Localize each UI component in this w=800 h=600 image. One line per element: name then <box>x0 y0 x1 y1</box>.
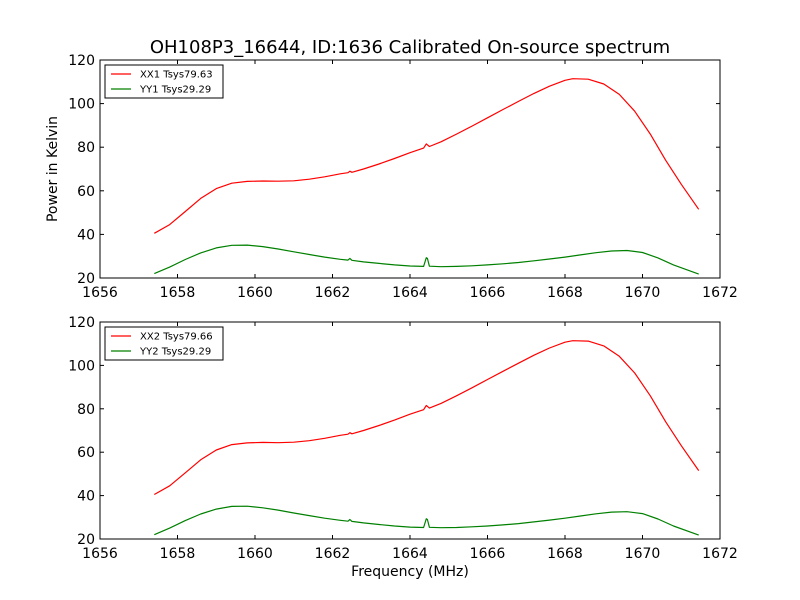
series-line-xx <box>154 340 700 496</box>
y-tick-label: 100 <box>68 358 95 374</box>
y-tick-label: 120 <box>68 315 95 331</box>
series-line-xx <box>154 78 700 234</box>
x-tick-label: 1672 <box>702 546 738 562</box>
bottom-panel: 1656 1658 1660 1662 1664 1666 1668 1670 1672 20 40… <box>68 315 738 580</box>
x-tick-label: 1662 <box>315 285 351 301</box>
x-tick-label: 1668 <box>547 546 583 562</box>
x-tick-label: 1658 <box>160 546 196 562</box>
x-tick-label: 1658 <box>160 285 196 301</box>
y-tick-label: 100 <box>68 97 95 113</box>
series-line-yy <box>154 505 699 536</box>
top-panel: 1656 1658 1660 1662 1664 1666 1668 1670 1672 20 40… <box>45 53 738 301</box>
legend-entry: XX2 Tsys79.66 <box>140 332 213 343</box>
y-tick-label: 40 <box>77 489 95 505</box>
x-tick-label: 1668 <box>547 285 583 301</box>
y-tick-label: 80 <box>77 140 95 156</box>
x-tick-label: 1666 <box>470 285 506 301</box>
series-line-yy <box>154 244 699 275</box>
y-tick-label: 120 <box>68 53 95 69</box>
legend: XX1 Tsys79.63 YY1 Tsys29.29 <box>104 64 224 99</box>
y-tick-label: 60 <box>77 184 95 200</box>
legend-box <box>104 326 224 361</box>
x-tick-label: 1670 <box>625 546 661 562</box>
y-tick-label: 40 <box>77 227 95 243</box>
legend-entry: YY2 Tsys29.29 <box>139 347 211 358</box>
y-tick-label: 60 <box>77 445 95 461</box>
legend-entry: XX1 Tsys79.63 <box>140 70 213 81</box>
y-tick-label: 20 <box>77 532 95 548</box>
legend: XX2 Tsys79.66 YY2 Tsys29.29 <box>104 326 224 361</box>
x-tick-label: 1670 <box>625 285 661 301</box>
chart-title: OH108P3_16644, ID:1636 Calibrated On-sou… <box>150 37 670 58</box>
x-tick-label: 1664 <box>392 285 428 301</box>
x-axis-label: Frequency (MHz) <box>351 564 469 580</box>
x-tick-label: 1664 <box>392 546 428 562</box>
legend-entry: YY1 Tsys29.29 <box>139 85 211 96</box>
x-tick-label: 1656 <box>82 546 118 562</box>
y-axis-label: Power in Kelvin <box>45 116 61 222</box>
x-tick-label: 1660 <box>237 285 273 301</box>
x-tick-label: 1666 <box>470 546 506 562</box>
x-tick-label: 1662 <box>315 546 351 562</box>
y-tick-label: 20 <box>77 271 95 287</box>
x-tick-label: 1656 <box>82 285 118 301</box>
x-tick-label: 1660 <box>237 546 273 562</box>
x-tick-label: 1672 <box>702 285 738 301</box>
y-tick-label: 80 <box>77 402 95 418</box>
legend-box <box>104 64 224 99</box>
